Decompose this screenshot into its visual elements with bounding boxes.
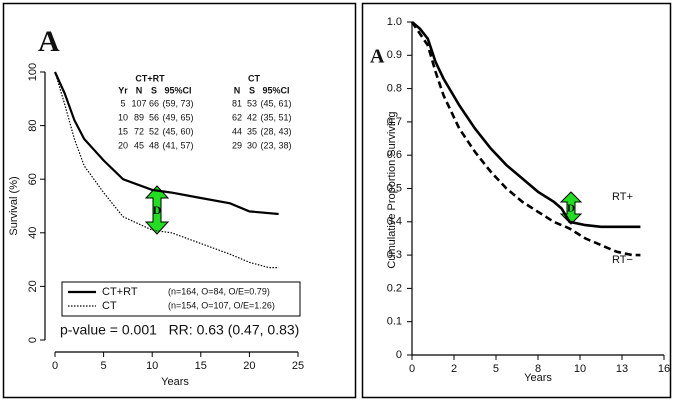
difference-arrow — [144, 185, 170, 235]
y-tick-label: 1.0 — [387, 16, 402, 28]
table-cell: (45, 60) — [162, 126, 193, 136]
table-header: S — [151, 85, 157, 95]
y-tick-label: 20 — [27, 280, 39, 292]
y-tick-label: 0.3 — [387, 249, 402, 261]
table-cell: 44 — [232, 126, 242, 136]
x-tick-label: 8 — [535, 363, 541, 375]
x-tick-label: 5 — [493, 363, 499, 375]
table-group: CT+RT — [135, 73, 165, 83]
table-cell: 15 — [118, 126, 128, 136]
table-cell: 53 — [247, 98, 257, 108]
table-cell: 29 — [232, 140, 242, 150]
table-group: CT — [248, 73, 260, 83]
table-cell: 66 — [149, 98, 159, 108]
survival-curve — [410, 21, 641, 257]
x-tick-label: 0 — [52, 360, 58, 372]
table-cell: 52 — [149, 126, 159, 136]
table-header: N — [234, 85, 241, 95]
table-header: N — [136, 85, 143, 95]
table-cell: 45 — [134, 140, 144, 150]
stat-text: p-value = 0.001 RR: 0.63 (0.47, 0.83) — [60, 322, 299, 338]
y-axis-label: Survival (%) — [8, 176, 20, 235]
x-axis-label: Years — [161, 376, 189, 388]
survival-curve — [54, 71, 279, 269]
x-tick-label: 20 — [243, 360, 255, 372]
y-tick-label: 0.6 — [387, 149, 402, 161]
y-tick-label: 100 — [27, 63, 39, 81]
table-header: 95%CI — [164, 85, 191, 95]
table-cell: 107 — [131, 98, 146, 108]
y-tick-label: 0.4 — [387, 216, 402, 228]
annotation: D — [567, 203, 575, 215]
legend-note: (n=164, O=84, O/E=0.79) — [168, 286, 270, 296]
table-header: S — [249, 85, 255, 95]
x-tick-label: 15 — [195, 360, 207, 372]
table-cell: (45, 61) — [260, 98, 291, 108]
table-cell: (59, 73) — [162, 98, 193, 108]
legend-box — [61, 281, 301, 317]
table-cell: 35 — [247, 126, 257, 136]
table-cell: (28, 43) — [260, 126, 291, 136]
table-cell: 10 — [118, 112, 128, 122]
survival-curve — [53, 71, 279, 216]
y-tick-label: 60 — [27, 173, 39, 185]
y-tick-label: 80 — [27, 119, 39, 131]
table-cell: (49, 65) — [162, 112, 193, 122]
x-tick-label: 2 — [451, 363, 457, 375]
x-axis-label: Years — [524, 372, 552, 384]
y-tick-label: 0.5 — [387, 182, 402, 194]
x-tick-label: 10 — [146, 360, 158, 372]
panel-label: A — [38, 25, 60, 58]
y-tick-label: 0.7 — [387, 116, 402, 128]
x-tick-label: 25 — [292, 360, 304, 372]
table-header: 95%CI — [262, 85, 289, 95]
y-tick-label: 0.9 — [387, 49, 402, 61]
table-cell: 48 — [149, 140, 159, 150]
legend-label: CT — [102, 300, 117, 312]
table-cell: 62 — [232, 112, 242, 122]
series-label: RT+ — [612, 191, 633, 203]
table-cell: 81 — [232, 98, 242, 108]
y-tick-label: 0.1 — [387, 316, 402, 328]
legend-label: CT+RT — [102, 286, 138, 298]
table-cell: 89 — [134, 112, 144, 122]
y-tick-label: 40 — [27, 227, 39, 239]
table-cell: 42 — [247, 112, 257, 122]
table-cell: 56 — [149, 112, 159, 122]
y-tick-label: 0 — [27, 337, 39, 343]
legend-note: (n=154, O=107, O/E=1.26) — [168, 300, 275, 310]
series-label: RT− — [612, 254, 633, 266]
x-tick-label: 0 — [409, 363, 415, 375]
table-cell: 5 — [120, 98, 125, 108]
survival-curve — [411, 21, 641, 229]
table-cell: 30 — [247, 140, 257, 150]
y-tick-label: 0 — [396, 349, 402, 361]
table-cell: 20 — [118, 140, 128, 150]
y-tick-label: 0.2 — [387, 282, 402, 294]
x-tick-label: 16 — [658, 363, 670, 375]
table-cell: 72 — [134, 126, 144, 136]
x-tick-label: 10 — [574, 363, 586, 375]
panel-frame — [361, 2, 672, 399]
panel-frame — [2, 2, 357, 399]
x-tick-label: 13 — [616, 363, 628, 375]
table-cell: (41, 57) — [162, 140, 193, 150]
table-header: Yr — [118, 85, 128, 95]
panel-label: A — [370, 46, 385, 68]
y-axis-label: Cumulative Proportion Surviving — [386, 111, 398, 268]
y-tick-label: 0.8 — [387, 83, 402, 95]
x-tick-label: 5 — [101, 360, 107, 372]
annotation: D — [153, 203, 162, 217]
table-cell: (23, 38) — [260, 140, 291, 150]
table-cell: (35, 51) — [260, 112, 291, 122]
